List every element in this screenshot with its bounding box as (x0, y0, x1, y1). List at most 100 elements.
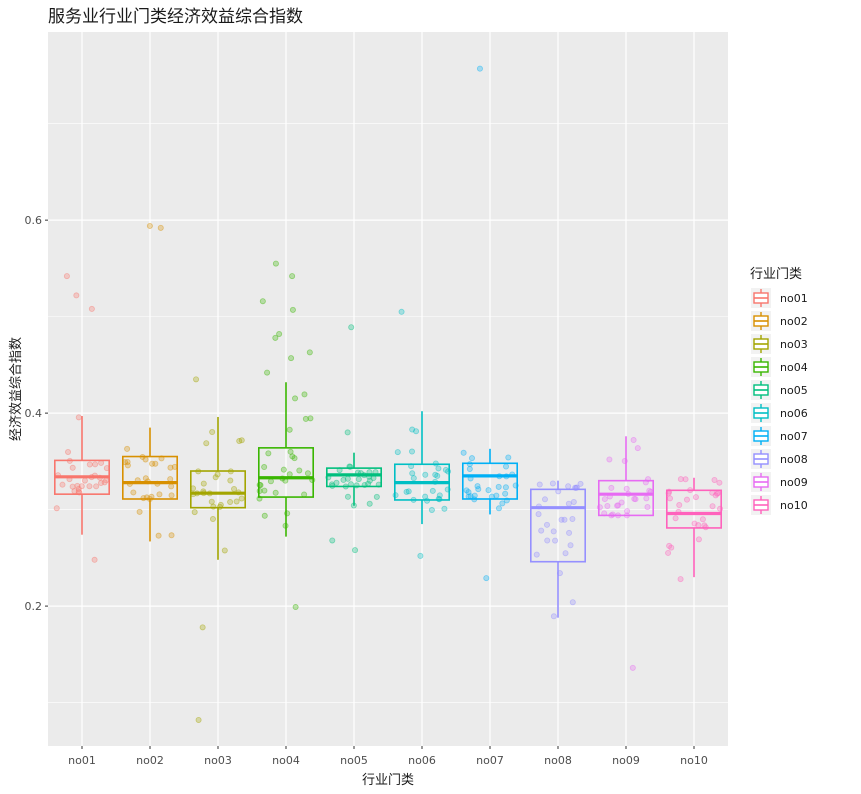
data-point-no06 (410, 475, 417, 482)
data-point-no03 (238, 437, 245, 444)
data-point-no05 (352, 547, 359, 554)
data-point-no06 (398, 308, 405, 315)
data-point-no08 (561, 516, 568, 523)
data-point-no10 (691, 520, 698, 527)
x-tick-label-no09: no09 (612, 754, 640, 767)
data-point-no07 (466, 465, 473, 472)
data-point-no02 (136, 508, 143, 515)
data-point-no09 (618, 499, 625, 506)
data-point-no04 (272, 334, 279, 341)
data-point-no04 (292, 395, 299, 402)
data-point-no09 (615, 502, 622, 509)
x-tick-label-no01: no01 (68, 754, 96, 767)
data-point-no07 (466, 461, 473, 468)
data-point-no03 (203, 440, 210, 447)
boxplots (53, 382, 722, 618)
data-point-no01 (69, 483, 76, 490)
data-point-no04 (286, 426, 293, 433)
data-point-no04 (265, 450, 272, 457)
data-point-no08 (550, 528, 557, 535)
data-point-no02 (124, 458, 131, 465)
data-point-no08 (569, 515, 576, 522)
plot-panel (48, 32, 728, 746)
data-point-no10 (714, 490, 721, 497)
data-point-no07 (493, 492, 500, 499)
data-point-no06 (422, 471, 429, 478)
data-point-no06 (441, 505, 448, 512)
data-point-no06 (403, 488, 410, 495)
data-point-no10 (666, 495, 673, 502)
data-point-no07 (485, 487, 492, 494)
x-tick-label-no08: no08 (544, 754, 572, 767)
data-point-no04 (264, 369, 271, 376)
data-point-no10 (712, 492, 719, 499)
legend-label-no08: no08 (780, 453, 808, 466)
data-point-no08 (535, 511, 542, 518)
data-point-no04 (272, 260, 279, 267)
data-point-no08 (566, 529, 573, 536)
data-point-no03 (209, 516, 216, 523)
data-point-no02 (157, 224, 164, 231)
data-point-no01 (93, 483, 100, 490)
data-point-no09 (601, 496, 608, 503)
data-point-no03 (212, 474, 219, 481)
data-point-no07 (502, 490, 509, 497)
data-point-no01 (74, 482, 81, 489)
data-point-no04 (286, 471, 293, 478)
box-no09 (597, 479, 654, 517)
box-no05 (325, 467, 382, 488)
data-point-no01 (69, 464, 76, 471)
data-point-no04 (301, 391, 308, 398)
data-point-no09 (629, 664, 636, 671)
data-point-no02 (130, 489, 137, 496)
data-point-no10 (709, 503, 716, 510)
data-point-no01 (101, 479, 108, 486)
box-no03 (190, 470, 247, 509)
data-point-no09 (623, 485, 630, 492)
data-point-no01 (53, 505, 60, 512)
data-point-no02 (168, 532, 175, 539)
data-point-no04 (261, 512, 268, 519)
data-point-no01 (92, 461, 99, 468)
data-point-no03 (236, 438, 243, 445)
data-point-no08 (569, 599, 576, 606)
data-point-no06 (428, 507, 435, 514)
data-point-no08 (567, 542, 574, 549)
data-point-no10 (666, 542, 673, 549)
data-point-no06 (413, 428, 420, 435)
data-point-no10 (665, 549, 672, 556)
data-point-no08 (549, 480, 556, 487)
data-point-no07 (503, 463, 510, 470)
data-point-no07 (475, 486, 482, 493)
data-point-no10 (668, 544, 675, 551)
legend-label-no02: no02 (780, 315, 808, 328)
data-point-no09 (631, 495, 638, 502)
data-point-no01 (86, 461, 93, 468)
data-point-no09 (608, 484, 615, 491)
data-point-no01 (75, 414, 82, 421)
x-tick-label-no10: no10 (680, 754, 708, 767)
data-point-no05 (344, 475, 351, 482)
data-point-no04 (280, 466, 287, 473)
x-tick-label-no05: no05 (340, 754, 368, 767)
data-point-no01 (98, 480, 105, 487)
data-point-no05 (366, 500, 373, 507)
data-point-no03 (193, 376, 200, 383)
data-point-no10 (677, 476, 684, 483)
box-no10 (665, 489, 722, 529)
data-point-no07 (460, 449, 467, 456)
data-point-no10 (716, 479, 723, 486)
data-point-no04 (289, 306, 296, 313)
data-point-no05 (344, 493, 351, 500)
data-point-no04 (267, 478, 274, 485)
data-point-no03 (233, 498, 240, 505)
data-point-no04 (307, 415, 314, 422)
data-point-no09 (609, 511, 616, 518)
y-tick-label: 0.2 (25, 600, 43, 613)
data-point-no07 (502, 484, 509, 491)
data-point-no05 (373, 493, 380, 500)
x-axis-title: 行业门类 (362, 773, 414, 788)
data-point-no03 (200, 480, 207, 487)
data-point-no03 (231, 485, 238, 492)
box-no02 (122, 455, 179, 500)
